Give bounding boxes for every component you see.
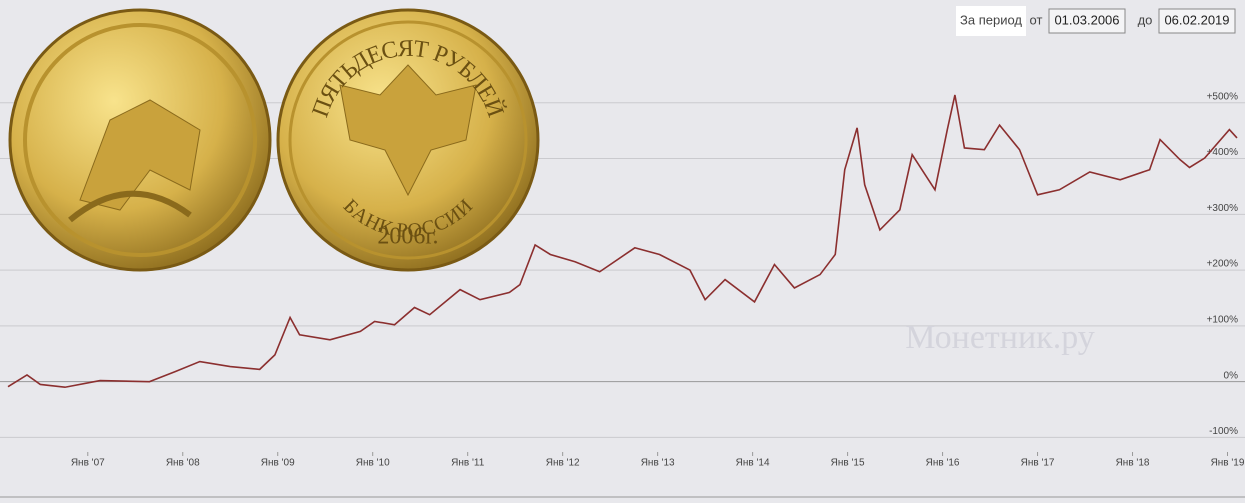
watermark: Монетник.ру bbox=[905, 319, 1095, 356]
x-tick-label: Янв '07 bbox=[71, 458, 105, 469]
x-tick-label: Янв '16 bbox=[926, 458, 960, 469]
x-tick-label: Янв '14 bbox=[736, 458, 770, 469]
x-tick-label: Янв '15 bbox=[831, 458, 865, 469]
to-label: до bbox=[1138, 12, 1153, 27]
y-tick-label: -100% bbox=[1209, 426, 1238, 437]
x-tick-label: Янв '13 bbox=[641, 458, 675, 469]
x-tick-label: Янв '11 bbox=[451, 458, 485, 469]
to-date[interactable]: 06.02.2019 bbox=[1164, 12, 1229, 27]
y-tick-label: +200% bbox=[1207, 259, 1239, 270]
x-tick-label: Янв '08 bbox=[166, 458, 200, 469]
to-input[interactable] bbox=[1158, 8, 1236, 34]
from-label: от bbox=[1030, 12, 1043, 27]
y-tick-label: +300% bbox=[1207, 203, 1239, 214]
from-date[interactable]: 01.03.2006 bbox=[1054, 12, 1119, 27]
x-tick-label: Янв '17 bbox=[1021, 458, 1055, 469]
coin-left bbox=[8, 8, 272, 272]
coin-text: 2006г. bbox=[377, 224, 438, 250]
x-tick-label: Янв '10 bbox=[356, 458, 390, 469]
y-tick-label: +100% bbox=[1207, 315, 1239, 326]
coin-right: ПЯТЬДЕСЯТ РУБЛЕЙ БАНК РОССИИ 2006г. bbox=[276, 8, 540, 272]
x-tick-label: Янв '12 bbox=[546, 458, 580, 469]
from-input[interactable] bbox=[1048, 8, 1126, 34]
x-tick-label: Янв '18 bbox=[1116, 458, 1150, 469]
period-bg bbox=[956, 6, 1026, 36]
y-tick-label: 0% bbox=[1224, 370, 1239, 381]
x-tick-label: Янв '09 bbox=[261, 458, 295, 469]
y-tick-label: +400% bbox=[1207, 147, 1239, 158]
y-tick-label: +500% bbox=[1207, 91, 1239, 102]
x-tick-label: Янв '19 bbox=[1211, 458, 1245, 469]
price-line bbox=[7, 94, 1238, 389]
period-label: За период bbox=[960, 12, 1022, 27]
